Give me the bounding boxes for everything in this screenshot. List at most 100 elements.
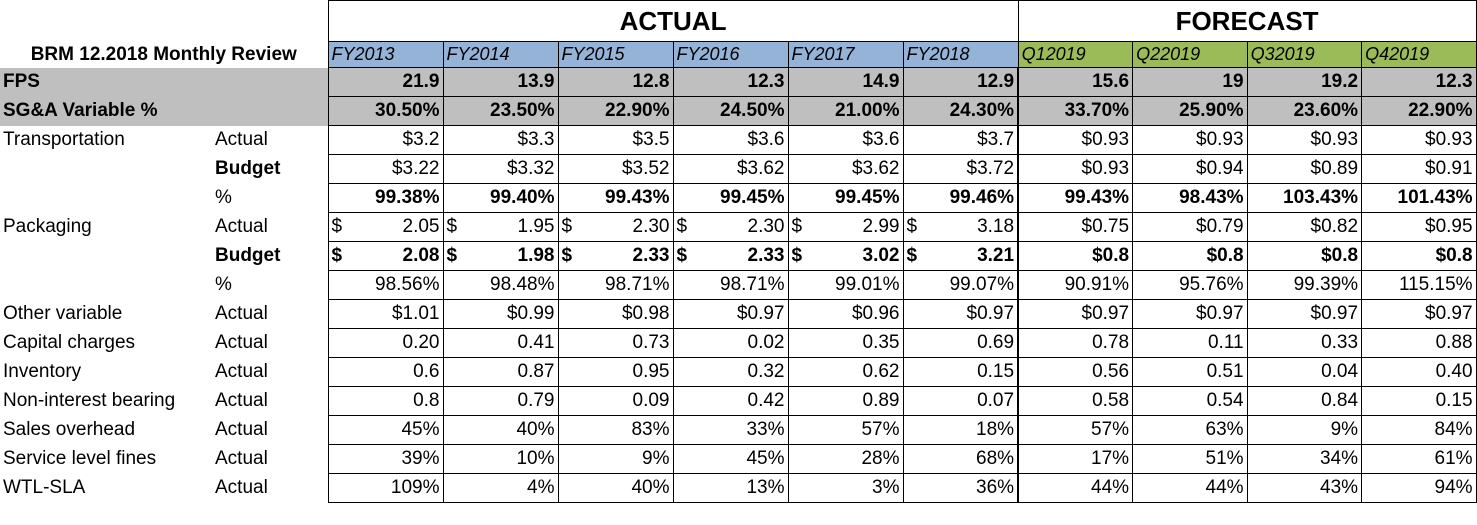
value-cell: $0.93 xyxy=(1017,154,1134,184)
value-cell: $3.6 xyxy=(787,125,904,155)
value-cell: 99.43% xyxy=(1017,183,1134,213)
currency-symbol: $ xyxy=(446,216,458,237)
value-cell: $3.2 xyxy=(327,125,444,155)
table-row: Transportation Actual $3.2 $3.3 $3.5 $3.6 $3.6… xyxy=(0,125,1477,155)
row-label: Capital charges xyxy=(3,332,136,353)
value-cell: $1.95 xyxy=(442,212,559,242)
value-cell: 99.01% xyxy=(787,270,904,300)
value-cell: 0.89 xyxy=(787,386,904,416)
table-row: Budget $3.22 $3.32 $3.52 $3.62 $3.62 $3.72 $0.9… xyxy=(0,154,1477,184)
value-cell: $0.91 xyxy=(1361,154,1477,184)
currency-symbol: $ xyxy=(791,245,803,266)
currency-symbol: $ xyxy=(676,216,688,237)
summary-cell: 33.70% xyxy=(1017,96,1134,126)
accounting-value: $2.99 xyxy=(792,216,900,238)
value-cell: 98.71% xyxy=(557,270,674,300)
summary-cell: 15.6 xyxy=(1017,67,1134,97)
value-cell: $0.97 xyxy=(902,299,1019,329)
value-cell: $3.62 xyxy=(672,154,789,184)
value-cell: $3.7 xyxy=(902,125,1019,155)
row-type: Actual xyxy=(215,477,268,498)
value-cell: 18% xyxy=(902,415,1019,445)
value-cell: 44% xyxy=(1132,473,1248,503)
value-cell: $3.22 xyxy=(327,154,444,184)
summary-cell: 19 xyxy=(1132,67,1248,97)
row-label: Other variable xyxy=(3,303,123,324)
summary-cell: 14.9 xyxy=(787,67,904,97)
table-row: Packaging Actual $2.05 $1.95 $2.30 $2.30 $2.99… xyxy=(0,212,1477,242)
value-cell: 0.02 xyxy=(672,328,789,358)
value-cell: 0.56 xyxy=(1017,357,1134,387)
currency-symbol: $ xyxy=(676,245,688,266)
row-type: Budget xyxy=(215,158,281,179)
summary-label: FPS xyxy=(0,67,328,97)
row-label: Inventory xyxy=(3,361,82,382)
value-cell: $0.79 xyxy=(1132,212,1248,242)
value-cell: 28% xyxy=(787,444,904,474)
value-cell: 90.91% xyxy=(1017,270,1134,300)
row-type: % xyxy=(215,187,232,208)
value-cell: 43% xyxy=(1246,473,1363,503)
value-cell: $3.72 xyxy=(902,154,1019,184)
row-label: Sales overhead xyxy=(3,419,136,440)
value-cell: $2.08 xyxy=(327,241,444,271)
amount: 3.18 xyxy=(977,216,1015,237)
row-label xyxy=(0,271,212,300)
amount: 2.05 xyxy=(402,216,440,237)
value-cell: 0.95 xyxy=(557,357,674,387)
value-cell: 0.73 xyxy=(557,328,674,358)
value-cell: 13% xyxy=(672,473,789,503)
value-cell: $1.01 xyxy=(327,299,444,329)
value-cell: $0.8 xyxy=(1361,241,1477,271)
value-cell: 68% xyxy=(902,444,1019,474)
amount: 2.33 xyxy=(632,245,670,266)
value-cell: 99.38% xyxy=(327,183,444,213)
value-cell: $3.02 xyxy=(787,241,904,271)
value-cell: 99.07% xyxy=(902,270,1019,300)
value-cell: $0.93 xyxy=(1132,125,1248,155)
value-cell: $3.52 xyxy=(557,154,674,184)
value-cell: 0.54 xyxy=(1132,386,1248,416)
value-cell: $3.32 xyxy=(442,154,559,184)
value-cell: 99.45% xyxy=(787,183,904,213)
value-cell: $0.93 xyxy=(1246,125,1363,155)
table-row: % 98.56% 98.48% 98.71% 98.71% 99.01% 99.07% 90.… xyxy=(0,270,1477,300)
summary-cell: 19.2 xyxy=(1246,67,1363,97)
value-cell: 0.78 xyxy=(1017,328,1134,358)
actual-group-header: ACTUAL xyxy=(327,0,1019,42)
amount: 2.30 xyxy=(632,216,670,237)
value-cell: $0.98 xyxy=(557,299,674,329)
value-cell: $0.8 xyxy=(1246,241,1363,271)
value-cell: $0.95 xyxy=(1361,212,1477,242)
row-label xyxy=(0,242,212,271)
monthly-review-table: ACTUAL FORECAST BRM 12.2018 Monthly Revi… xyxy=(0,0,1477,503)
value-cell: 0.42 xyxy=(672,386,789,416)
value-cell: 98.43% xyxy=(1132,183,1248,213)
currency-symbol: $ xyxy=(561,216,573,237)
row-type: Actual xyxy=(215,216,268,237)
accounting-value: $2.33 xyxy=(677,245,785,267)
amount: 2.08 xyxy=(402,245,440,266)
value-cell: $0.75 xyxy=(1017,212,1134,242)
accounting-value: $3.02 xyxy=(792,245,900,267)
value-cell: $0.89 xyxy=(1246,154,1363,184)
table-row: Inventory Actual 0.6 0.87 0.95 0.32 0.62 0.15 0.… xyxy=(0,357,1477,387)
summary-cell: 12.9 xyxy=(902,67,1019,97)
amount: 1.98 xyxy=(517,245,555,266)
value-cell: $0.97 xyxy=(1246,299,1363,329)
value-cell: 99.43% xyxy=(557,183,674,213)
currency-symbol: $ xyxy=(446,245,458,266)
value-cell: 57% xyxy=(1017,415,1134,445)
value-cell: $0.93 xyxy=(1361,125,1477,155)
value-cell: 0.88 xyxy=(1361,328,1477,358)
value-cell: $3.62 xyxy=(787,154,904,184)
row-label xyxy=(0,155,212,184)
value-cell: 99.46% xyxy=(902,183,1019,213)
value-cell: 36% xyxy=(902,473,1019,503)
row-label: Packaging xyxy=(3,216,92,237)
accounting-value: $1.98 xyxy=(447,245,555,267)
row-type: Actual xyxy=(215,332,268,353)
value-cell: 0.79 xyxy=(442,386,559,416)
accounting-value: $1.95 xyxy=(447,216,555,238)
value-cell: 115.15% xyxy=(1361,270,1477,300)
